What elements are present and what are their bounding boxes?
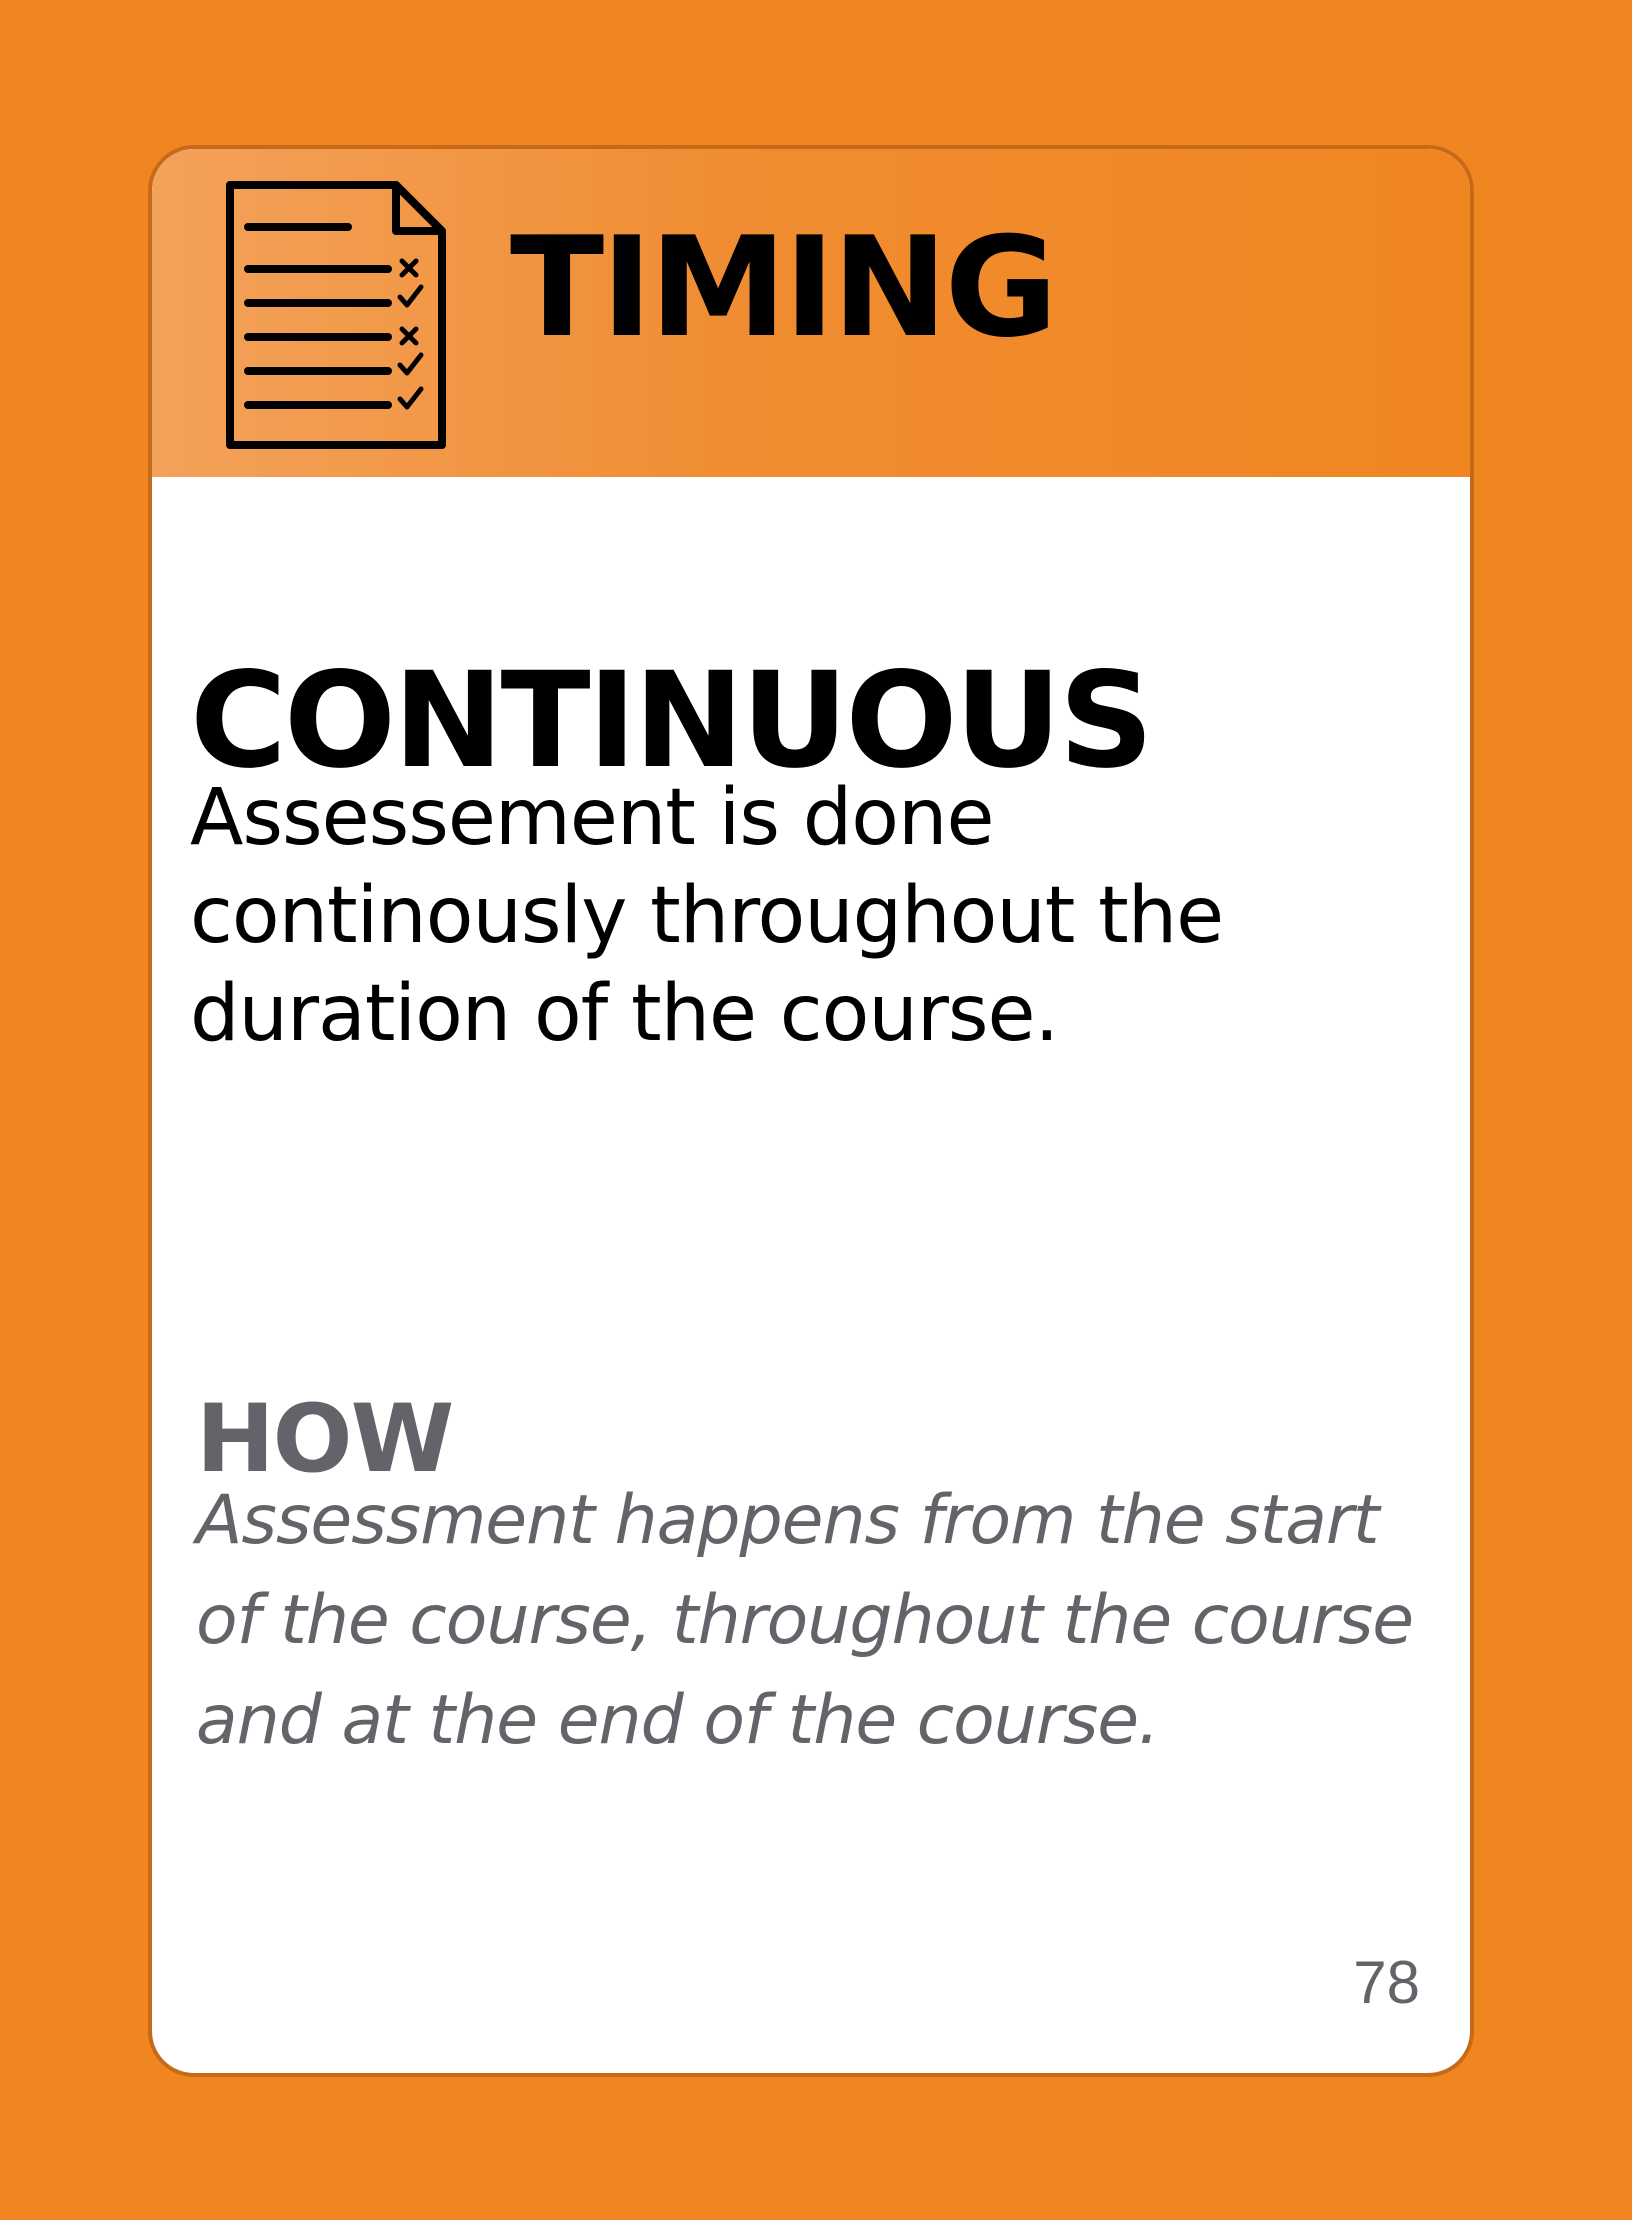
timing-card: TIMING CONTINUOUS Assessement is done co… <box>148 145 1474 2077</box>
how-description: Assessment happens from the start of the… <box>196 1481 1414 1760</box>
checklist-document-icon <box>226 181 446 449</box>
card-category: TIMING <box>510 207 1058 368</box>
how-heading: HOW <box>196 1385 454 1495</box>
card-header: TIMING <box>152 149 1470 477</box>
page-number: 78 <box>1353 1949 1420 2016</box>
card-description: Assessement is done continously througho… <box>190 773 1224 1059</box>
card-title: CONTINUOUS <box>190 644 1154 799</box>
